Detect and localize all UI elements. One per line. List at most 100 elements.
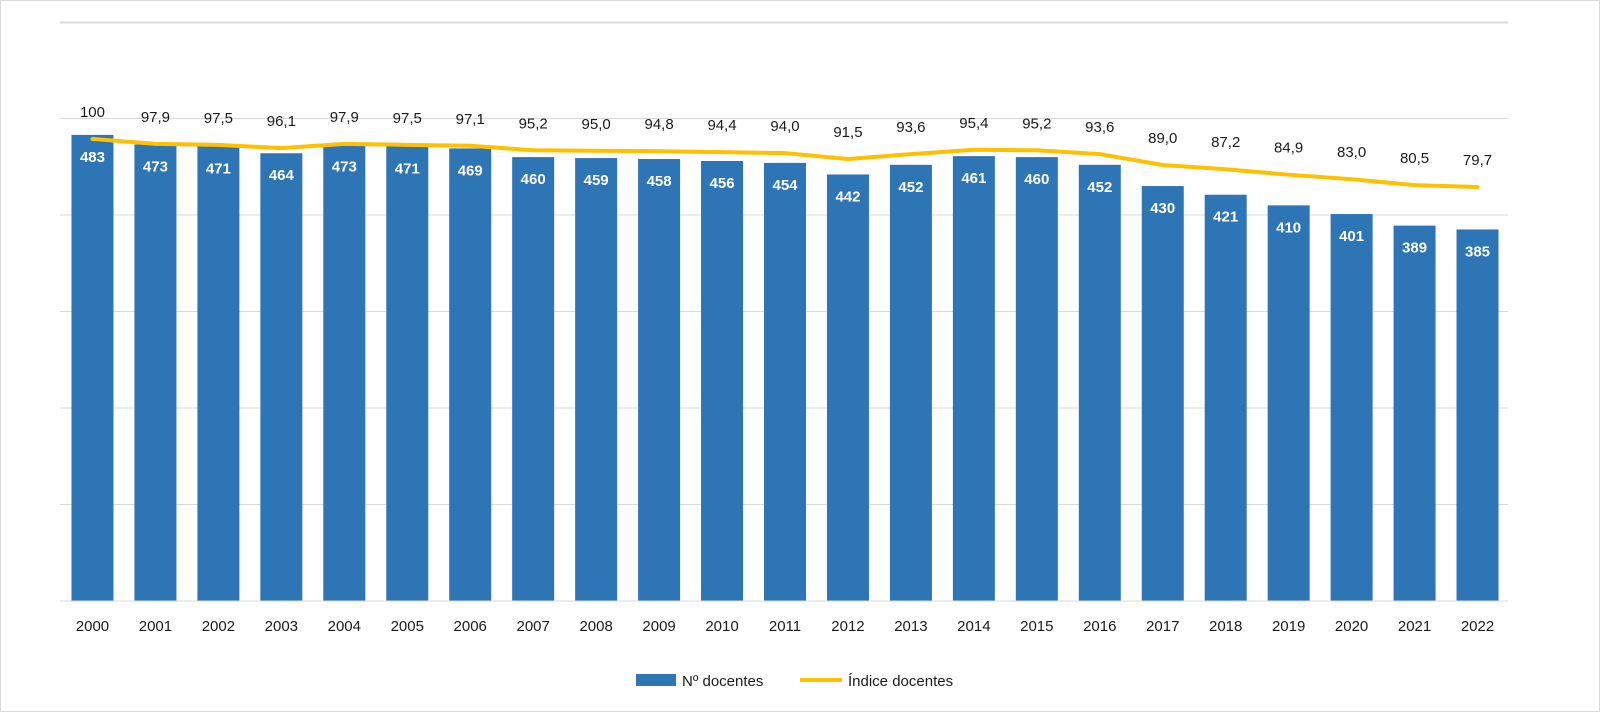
bar-value-label: 473 bbox=[332, 159, 357, 176]
x-tick-label: 2018 bbox=[1209, 618, 1242, 635]
bar bbox=[1078, 164, 1121, 601]
index-value-label: 84,9 bbox=[1274, 140, 1303, 157]
index-value-label: 89,0 bbox=[1148, 130, 1177, 147]
bar-value-label: 460 bbox=[1024, 171, 1049, 188]
x-axis: 2000 2001 2002 2003 2004 2005 2006 2007 2008 2009… bbox=[60, 600, 1508, 635]
index-value-label: 87,2 bbox=[1211, 134, 1240, 151]
bar-value-label: 430 bbox=[1150, 200, 1175, 217]
index-value-label: 80,5 bbox=[1400, 150, 1429, 167]
index-value-label: 97,5 bbox=[393, 110, 422, 127]
index-value-label: 94,4 bbox=[707, 117, 736, 134]
bar bbox=[1393, 225, 1436, 602]
bar bbox=[1141, 186, 1184, 602]
x-tick-label: 2016 bbox=[1083, 618, 1116, 635]
bar-value-label: 483 bbox=[80, 149, 105, 166]
index-value-label: 83,0 bbox=[1337, 144, 1366, 161]
bar-value-label: 454 bbox=[772, 177, 798, 194]
bar-value-label: 460 bbox=[521, 171, 546, 188]
index-value-label: 95,0 bbox=[582, 116, 611, 133]
bar-value-label: 452 bbox=[898, 179, 923, 196]
x-tick-label: 2000 bbox=[76, 618, 109, 635]
bar bbox=[1267, 205, 1310, 601]
x-tick-label: 2012 bbox=[831, 618, 864, 635]
index-value-label: 97,5 bbox=[204, 110, 233, 127]
index-value-label: 96,1 bbox=[267, 113, 296, 130]
x-tick-label: 2011 bbox=[769, 618, 801, 635]
x-tick-label: 2015 bbox=[1020, 618, 1053, 635]
bar bbox=[701, 160, 744, 601]
x-tick-label: 2008 bbox=[579, 618, 612, 635]
index-value-label: 79,7 bbox=[1463, 152, 1492, 169]
bar bbox=[638, 159, 681, 601]
x-tick-label: 2002 bbox=[202, 618, 235, 635]
bar-value-label: 459 bbox=[584, 172, 609, 189]
bar-value-label: 456 bbox=[710, 175, 735, 192]
x-tick-label: 2021 bbox=[1398, 618, 1431, 635]
bar bbox=[1456, 229, 1499, 601]
x-tick-label: 2014 bbox=[957, 618, 990, 635]
bar bbox=[260, 153, 303, 602]
x-tick-label: 2010 bbox=[705, 618, 738, 635]
x-tick-label: 2013 bbox=[894, 618, 927, 635]
x-tick-label: 2017 bbox=[1146, 618, 1179, 635]
index-value-label: 95,2 bbox=[519, 115, 548, 132]
bar-value-label: 385 bbox=[1465, 243, 1490, 260]
bar-value-label: 452 bbox=[1087, 179, 1112, 196]
bar bbox=[134, 144, 177, 601]
x-tick-label: 2006 bbox=[454, 618, 487, 635]
bar-value-label: 442 bbox=[835, 188, 860, 205]
bar bbox=[512, 157, 555, 601]
bar bbox=[386, 146, 429, 602]
bar bbox=[575, 158, 618, 601]
x-tick-label: 2004 bbox=[328, 618, 361, 635]
bar-value-label: 464 bbox=[269, 167, 295, 184]
index-value-label: 97,9 bbox=[330, 109, 359, 126]
index-value-label: 95,4 bbox=[959, 115, 988, 132]
bar bbox=[826, 174, 869, 601]
bar-value-label: 469 bbox=[458, 162, 483, 179]
index-line bbox=[90, 136, 1480, 190]
index-value-label: 94,8 bbox=[644, 116, 673, 133]
legend-label-bar: Nº docentes bbox=[682, 673, 763, 690]
x-tick-label: 2019 bbox=[1272, 618, 1305, 635]
bar-value-label: 461 bbox=[961, 170, 986, 187]
x-tick-label: 2003 bbox=[265, 618, 298, 635]
bar-value-label: 473 bbox=[143, 159, 168, 176]
bar bbox=[952, 156, 995, 601]
x-tick-label: 2009 bbox=[642, 618, 675, 635]
legend-label-line: Índice docentes bbox=[848, 673, 953, 690]
x-tick-label: 2022 bbox=[1461, 618, 1494, 635]
bar bbox=[764, 162, 806, 601]
bar-series bbox=[71, 134, 1499, 602]
bar-value-label: 401 bbox=[1339, 228, 1364, 245]
index-value-label: 91,5 bbox=[833, 124, 862, 141]
bar-value-label: 421 bbox=[1213, 209, 1238, 226]
data-labels: 483 100 473 97,9 471 97,5 464 96,1 473 97,9 471 97,… bbox=[80, 104, 1492, 261]
index-value-label: 93,6 bbox=[1085, 119, 1114, 136]
index-value-label: 94,0 bbox=[770, 118, 799, 135]
bar-value-label: 471 bbox=[395, 160, 420, 177]
bar bbox=[449, 148, 492, 602]
bar-value-label: 389 bbox=[1402, 240, 1427, 257]
legend: Nº docentes Índice docentes bbox=[636, 673, 953, 690]
index-value-label: 97,1 bbox=[456, 111, 485, 128]
index-value-label: 93,6 bbox=[896, 119, 925, 136]
index-value-label: 100 bbox=[80, 104, 105, 121]
bar bbox=[1015, 157, 1058, 601]
bar bbox=[889, 164, 932, 601]
bar bbox=[323, 144, 366, 601]
bar bbox=[1330, 214, 1373, 601]
x-tick-label: 2020 bbox=[1335, 618, 1368, 635]
index-value-label: 97,9 bbox=[141, 109, 170, 126]
bar bbox=[71, 134, 114, 601]
x-tick-label: 2005 bbox=[391, 618, 424, 635]
bar bbox=[1204, 194, 1247, 602]
index-value-label: 95,2 bbox=[1022, 115, 1051, 132]
bar-value-label: 458 bbox=[647, 173, 672, 190]
legend-swatch-bar bbox=[636, 674, 676, 686]
bar-value-label: 471 bbox=[206, 160, 231, 177]
bar-value-label: 410 bbox=[1276, 219, 1301, 236]
x-tick-label: 2001 bbox=[139, 618, 172, 635]
x-tick-label: 2007 bbox=[516, 618, 549, 635]
